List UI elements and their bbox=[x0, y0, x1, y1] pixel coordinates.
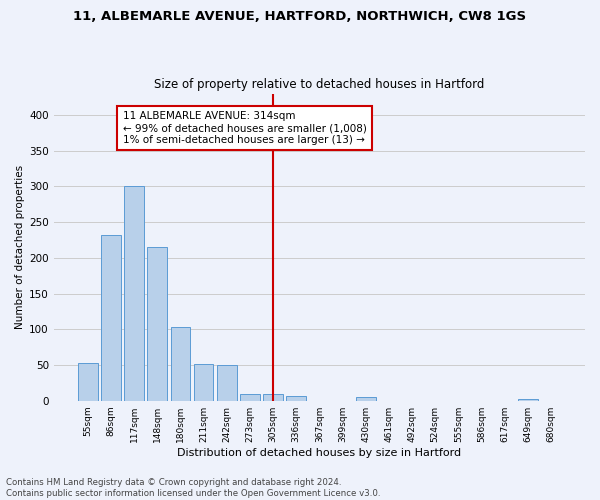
Bar bbox=[101, 235, 121, 400]
X-axis label: Distribution of detached houses by size in Hartford: Distribution of detached houses by size … bbox=[178, 448, 461, 458]
Bar bbox=[356, 397, 376, 400]
Title: Size of property relative to detached houses in Hartford: Size of property relative to detached ho… bbox=[154, 78, 485, 91]
Y-axis label: Number of detached properties: Number of detached properties bbox=[15, 165, 25, 329]
Bar bbox=[170, 327, 190, 400]
Bar bbox=[240, 394, 260, 400]
Bar bbox=[263, 394, 283, 400]
Text: 11, ALBEMARLE AVENUE, HARTFORD, NORTHWICH, CW8 1GS: 11, ALBEMARLE AVENUE, HARTFORD, NORTHWIC… bbox=[73, 10, 527, 23]
Bar bbox=[78, 363, 98, 401]
Bar bbox=[124, 186, 144, 400]
Bar bbox=[194, 364, 214, 401]
Bar bbox=[217, 365, 236, 400]
Bar bbox=[148, 247, 167, 400]
Bar bbox=[518, 398, 538, 400]
Bar bbox=[286, 396, 306, 400]
Text: Contains HM Land Registry data © Crown copyright and database right 2024.
Contai: Contains HM Land Registry data © Crown c… bbox=[6, 478, 380, 498]
Text: 11 ALBEMARLE AVENUE: 314sqm
← 99% of detached houses are smaller (1,008)
1% of s: 11 ALBEMARLE AVENUE: 314sqm ← 99% of det… bbox=[122, 112, 367, 144]
